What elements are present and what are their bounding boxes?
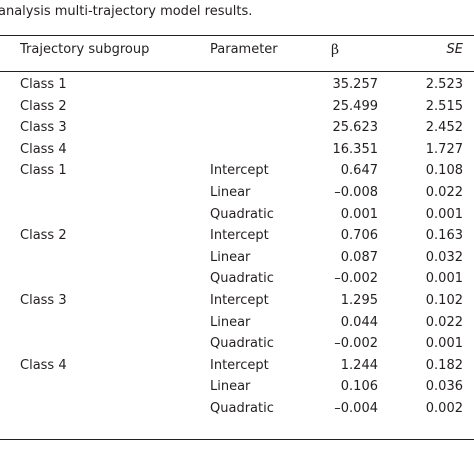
table-row: Linear 0.087 0.032 — [0, 250, 474, 272]
table-row: Class 2 25.499 2.515 — [0, 99, 474, 121]
cell-beta: –0.004 — [334, 400, 378, 416]
cell-se: 0.001 — [425, 336, 463, 352]
table-row: Linear –0.008 0.022 — [0, 185, 474, 207]
table-bottom-rule — [0, 439, 474, 440]
header-se: SE — [446, 42, 463, 57]
cell-beta: 0.706 — [340, 228, 378, 244]
cell-subgroup: Class 4 — [20, 357, 67, 373]
table-header: Trajectory subgroup Parameter β SE — [0, 42, 474, 64]
cell-se: 1.727 — [425, 141, 463, 157]
table-row: Class 3 25.623 2.452 — [0, 120, 474, 142]
table-top-rule — [0, 35, 474, 36]
table-row: Quadratic –0.002 0.001 — [0, 271, 474, 293]
cell-beta: 0.044 — [340, 314, 378, 330]
cell-subgroup: Class 2 — [20, 228, 67, 244]
cell-parameter: Quadratic — [210, 400, 274, 416]
cell-subgroup: Class 4 — [20, 141, 67, 157]
header-trajectory-subgroup: Trajectory subgroup — [20, 42, 150, 57]
cell-beta: 16.351 — [332, 141, 379, 157]
cell-beta: 1.295 — [340, 292, 378, 308]
table-header-rule — [0, 71, 474, 72]
cell-se: 0.108 — [425, 163, 463, 179]
cell-se: 0.182 — [425, 357, 463, 373]
table-row: Class 1 35.257 2.523 — [0, 77, 474, 99]
table-caption: analysis multi-trajectory model results. — [0, 4, 253, 19]
cell-parameter: Intercept — [210, 163, 269, 179]
table-row: Class 4 Intercept 1.244 0.182 — [0, 358, 474, 380]
cell-parameter: Linear — [210, 314, 251, 330]
cell-se: 2.452 — [425, 120, 463, 136]
table-body: Class 1 35.257 2.523 Class 2 25.499 2.515 Clas… — [0, 77, 474, 423]
cell-se: 0.022 — [425, 184, 463, 200]
cell-se: 2.523 — [425, 77, 463, 92]
table-row: Quadratic –0.002 0.001 — [0, 336, 474, 358]
table-row: Linear 0.106 0.036 — [0, 379, 474, 401]
table-row: Linear 0.044 0.022 — [0, 315, 474, 337]
cell-se: 0.036 — [425, 379, 463, 395]
cell-beta: 35.257 — [332, 77, 379, 92]
table-row: Class 2 Intercept 0.706 0.163 — [0, 228, 474, 250]
cell-beta: –0.008 — [334, 184, 378, 200]
cell-parameter: Quadratic — [210, 336, 274, 352]
cell-parameter: Intercept — [210, 292, 269, 308]
cell-parameter: Quadratic — [210, 271, 274, 287]
cell-se: 0.001 — [425, 206, 463, 222]
cell-beta: 25.499 — [332, 98, 379, 114]
cell-parameter: Intercept — [210, 228, 269, 244]
cell-se: 0.102 — [425, 292, 463, 308]
cell-subgroup: Class 3 — [20, 292, 67, 308]
cell-subgroup: Class 1 — [20, 163, 67, 179]
cell-beta: 25.623 — [332, 120, 379, 136]
cell-subgroup: Class 1 — [20, 77, 67, 92]
table-row: Quadratic –0.004 0.002 — [0, 401, 474, 423]
header-parameter: Parameter — [210, 42, 278, 57]
table-row: Class 1 Intercept 0.647 0.108 — [0, 163, 474, 185]
cell-parameter: Linear — [210, 379, 251, 395]
cell-parameter: Intercept — [210, 357, 269, 373]
table-row: Class 3 Intercept 1.295 0.102 — [0, 293, 474, 315]
cell-beta: –0.002 — [334, 336, 378, 352]
cell-beta: 0.106 — [340, 379, 378, 395]
cell-parameter: Quadratic — [210, 206, 274, 222]
cell-se: 0.032 — [425, 249, 463, 265]
cell-subgroup: Class 2 — [20, 98, 67, 114]
cell-beta: 0.087 — [340, 249, 378, 265]
cell-beta: 1.244 — [340, 357, 378, 373]
cell-beta: –0.002 — [334, 271, 378, 287]
header-beta: β — [331, 42, 340, 58]
cell-se: 0.022 — [425, 314, 463, 330]
cell-subgroup: Class 3 — [20, 120, 67, 136]
cell-se: 0.002 — [425, 400, 463, 416]
table-row: Class 4 16.351 1.727 — [0, 142, 474, 164]
cell-se: 2.515 — [425, 98, 463, 114]
cell-se: 0.163 — [425, 228, 463, 244]
cell-beta: 0.001 — [340, 206, 378, 222]
cell-parameter: Linear — [210, 249, 251, 265]
cell-parameter: Linear — [210, 184, 251, 200]
cell-se: 0.001 — [425, 271, 463, 287]
cell-beta: 0.647 — [340, 163, 378, 179]
table-row: Quadratic 0.001 0.001 — [0, 207, 474, 229]
